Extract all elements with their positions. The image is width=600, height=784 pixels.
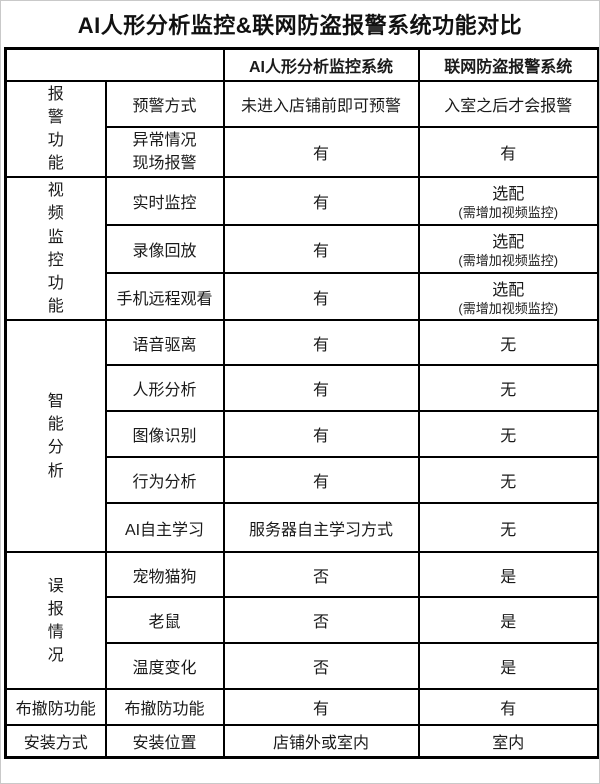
group-label-ai-analysis: 智 能 分 析 [4,319,107,554]
table-row: 安装方式 安装位置 店铺外或室内 室内 [4,724,599,759]
value-cell-a: 有 [222,223,420,274]
value-cell-b: 选配 (需增加视频监控) [417,271,599,322]
value-cell-b: 有 [417,125,599,179]
table-row: 老鼠 否 是 [6,596,599,645]
feature-cell: 手机远程观看 [104,271,225,322]
value-cell-a: 否 [222,642,420,691]
feature-cell: 安装位置 [104,724,225,759]
group-label-arm-disarm: 布撤防功能 [4,688,107,727]
feature-cell: 异常情况 现场报警 [104,125,225,179]
value-cell-a: 服务器自主学习方式 [222,502,420,554]
value-cell-a: 有 [222,319,420,367]
value-main: 选配 [492,234,525,252]
value-cell-b: 无 [417,319,599,367]
value-cell-b: 室内 [417,724,599,759]
table-row: 手机远程观看 有 选配 (需增加视频监控) [6,271,599,322]
value-cell-b: 无 [417,502,599,554]
table-row: 异常情况 现场报警 有 有 [6,125,599,179]
value-main: 选配 [492,186,525,204]
value-cell-a: 有 [222,176,420,226]
feature-cell: 录像回放 [104,223,225,274]
feature-cell: 预警方式 [104,79,225,128]
value-cell-a: 有 [222,688,420,727]
value-cell-b: 是 [417,551,599,599]
value-note: (需增加视频监控) [458,205,559,221]
value-cell-a: 有 [222,271,420,322]
table-header-row: AI人形分析监控系统 联网防盗报警系统 [4,47,599,82]
value-cell-a: 有 [222,125,420,179]
feature-cell: 图像识别 [104,410,225,459]
table-row: 报 警 功 能 预警方式 未进入店铺前即可预警 入室之后才会报警 [4,79,599,179]
value-cell-b: 无 [417,410,599,459]
table-row: 行为分析 有 无 [6,456,599,505]
value-cell-b: 是 [417,596,599,645]
column-header-system-a: AI人形分析监控系统 [222,47,420,82]
feature-cell: AI自主学习 [104,502,225,554]
value-cell-a: 有 [222,410,420,459]
value-cell-a: 否 [222,551,420,599]
value-cell-a: 店铺外或室内 [222,724,420,759]
group-label-video: 视 频 监 控 功 能 [4,176,107,322]
feature-cell: 温度变化 [104,642,225,691]
group-label-install: 安装方式 [4,724,107,759]
value-cell-b: 是 [417,642,599,691]
column-header-system-b: 联网防盗报警系统 [417,47,599,82]
value-cell-b: 无 [417,364,599,413]
value-cell-b: 选配 (需增加视频监控) [417,223,599,274]
value-cell-b: 入室之后才会报警 [417,79,599,128]
table-row: 录像回放 有 选配 (需增加视频监控) [6,223,599,274]
feature-cell: 语音驱离 [104,319,225,367]
feature-cell: 人形分析 [104,364,225,413]
value-cell-a: 否 [222,596,420,645]
value-cell-a: 未进入店铺前即可预警 [222,79,420,128]
value-cell-a: 有 [222,456,420,505]
feature-cell: 老鼠 [104,596,225,645]
group-label-false-alarm: 误 报 情 况 [4,551,107,691]
feature-cell: 宠物猫狗 [104,551,225,599]
table-row: 智 能 分 析 语音驱离 有 无 [4,319,599,554]
table-row: AI自主学习 服务器自主学习方式 无 [6,502,599,554]
table-row: 视 频 监 控 功 能 实时监控 有 选配 (需增加视频监控) [4,176,599,322]
value-cell-a: 有 [222,364,420,413]
corner-cell [4,47,225,82]
value-cell-b: 无 [417,456,599,505]
feature-cell: 行为分析 [104,456,225,505]
page-title: AI人形分析监控&联网防盗报警系统功能对比 [77,13,523,38]
value-main: 选配 [492,281,525,299]
group-label-alarm: 报 警 功 能 [4,79,107,179]
table-row: 人形分析 有 无 [6,364,599,413]
feature-cell: 布撤防功能 [104,688,225,727]
value-note: (需增加视频监控) [458,253,559,269]
comparison-table: AI人形分析监控系统 联网防盗报警系统 报 警 功 能 预警方式 未进入店铺前即… [4,47,599,759]
value-cell-b: 选配 (需增加视频监控) [417,176,599,226]
feature-cell: 实时监控 [104,176,225,226]
value-note: (需增加视频监控) [458,300,559,316]
table-row: 布撤防功能 布撤防功能 有 有 [4,688,599,727]
value-cell-b: 有 [417,688,599,727]
table-row: 误 报 情 况 宠物猫狗 否 是 [4,551,599,691]
table-row: 图像识别 有 无 [6,410,599,459]
table-row: 温度变化 否 是 [6,642,599,691]
